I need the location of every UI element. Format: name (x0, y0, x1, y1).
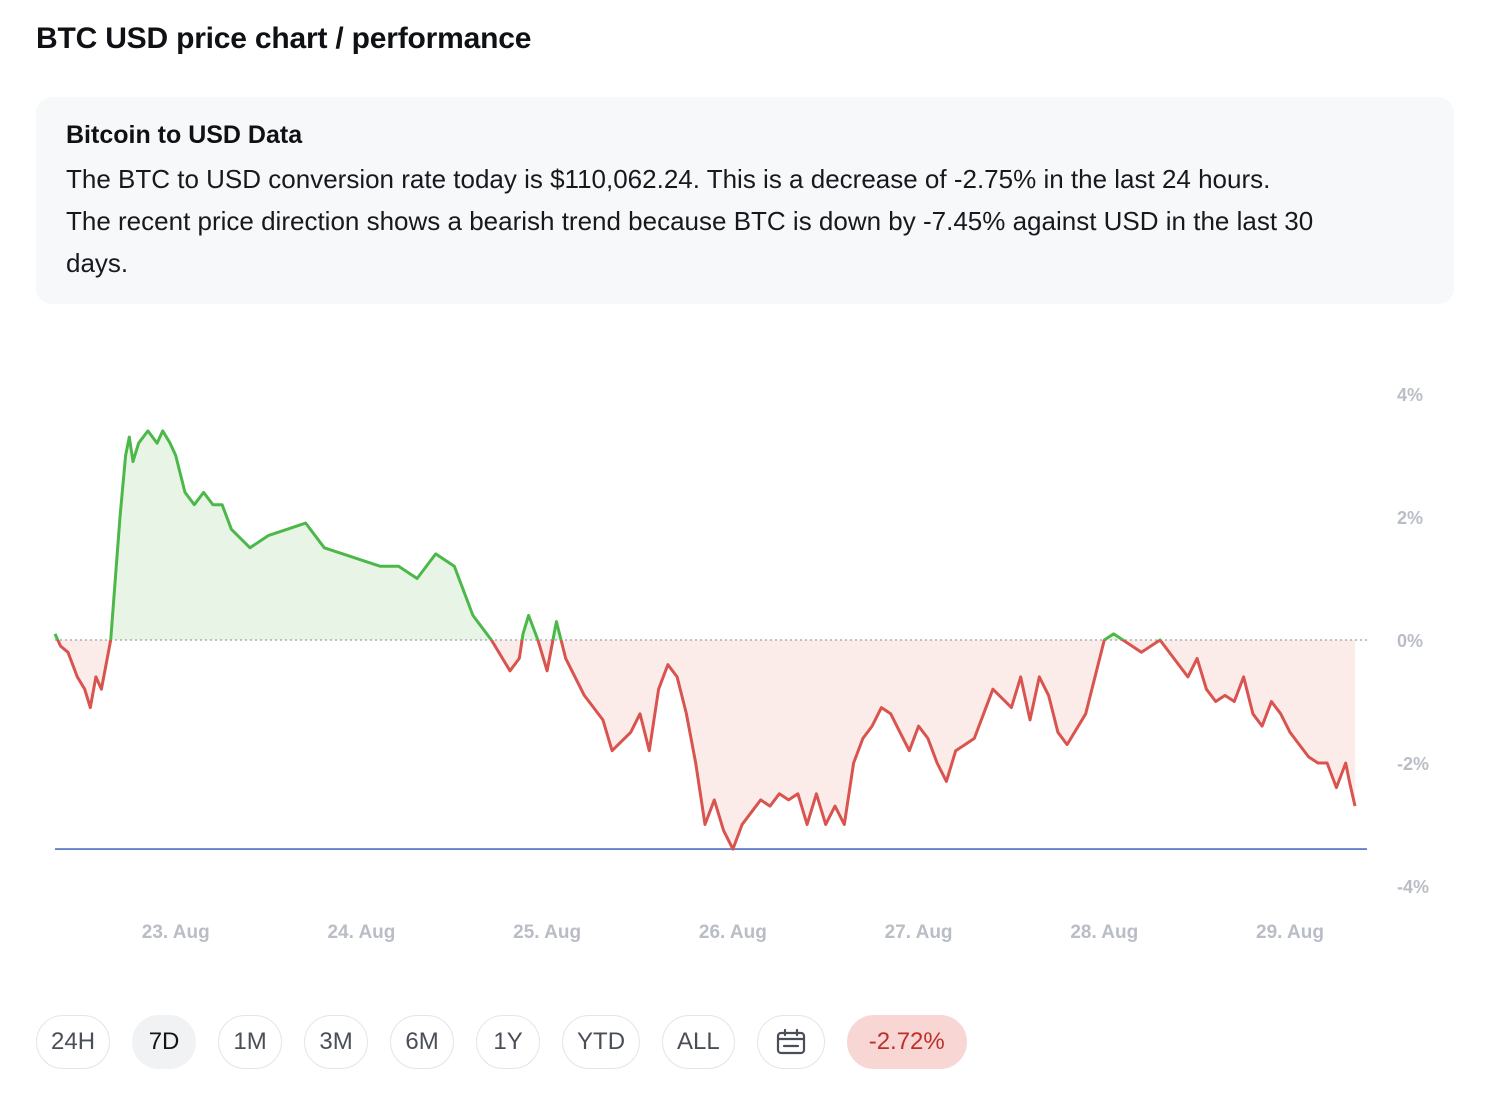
change-value: -2.72% (868, 1028, 945, 1055)
range-button-6m[interactable]: 6M (390, 1015, 455, 1069)
range-button-24h[interactable]: 24H (36, 1015, 111, 1069)
price-chart-svg[interactable]: 4% 2% 0% -2% -4% 23. Aug 24. Aug 25. Aug 26. Aug… (0, 360, 1492, 960)
range-button-label: 1Y (493, 1028, 523, 1055)
range-selector: 24H 7D 1M 3M 6M 1Y YTD ALL -2.72% (36, 1015, 967, 1069)
change-badge[interactable]: -2.72% (846, 1015, 967, 1069)
page-title: BTC USD price chart / performance (36, 22, 532, 55)
y-tick-label: 4% (1397, 385, 1423, 405)
price-line-negative (56, 640, 1357, 851)
y-tick-label: 0% (1397, 631, 1423, 651)
range-button-label: 1M (233, 1028, 267, 1055)
x-tick-label: 27. Aug (885, 922, 953, 943)
range-button-label: 6M (405, 1028, 439, 1055)
price-line-positive (53, 429, 1162, 640)
range-button-label: YTD (577, 1028, 626, 1055)
info-text: The BTC to USD conversion rate today is … (66, 158, 1424, 284)
x-tick-label: 24. Aug (327, 922, 395, 943)
info-card: Bitcoin to USD Data The BTC to USD conve… (36, 97, 1454, 304)
y-tick-label: -4% (1397, 877, 1429, 897)
range-button-3m[interactable]: 3M (304, 1015, 369, 1069)
range-button-7d[interactable]: 7D (132, 1015, 197, 1069)
info-line-3: days. (66, 248, 129, 278)
calendar-button[interactable] (756, 1015, 825, 1069)
calendar-icon (776, 1028, 805, 1055)
range-button-label: 7D (148, 1028, 180, 1055)
x-tick-label: 29. Aug (1256, 922, 1324, 943)
x-tick-label: 25. Aug (513, 922, 581, 943)
range-button-1m[interactable]: 1M (218, 1015, 283, 1069)
range-button-1y[interactable]: 1Y (476, 1015, 541, 1069)
y-tick-label: -2% (1397, 754, 1429, 774)
range-button-label: ALL (677, 1028, 720, 1055)
info-line-1: The BTC to USD conversion rate today is … (66, 164, 1271, 194)
range-button-label: 3M (319, 1028, 353, 1055)
range-button-ytd[interactable]: YTD (562, 1015, 641, 1069)
area-fill-negative (55, 640, 1355, 850)
x-tick-label: 28. Aug (1070, 922, 1138, 943)
x-tick-label: 26. Aug (699, 922, 767, 943)
info-line-2: The recent price direction shows a beari… (66, 206, 1314, 236)
price-chart[interactable]: 4% 2% 0% -2% -4% 23. Aug 24. Aug 25. Aug 26. Aug… (0, 360, 1492, 960)
x-tick-label: 23. Aug (142, 922, 210, 943)
range-button-all[interactable]: ALL (662, 1015, 735, 1069)
area-fill-positive (55, 430, 1355, 640)
y-tick-label: 2% (1397, 508, 1423, 528)
info-title: Bitcoin to USD Data (66, 121, 303, 149)
range-button-label: 24H (51, 1028, 96, 1055)
